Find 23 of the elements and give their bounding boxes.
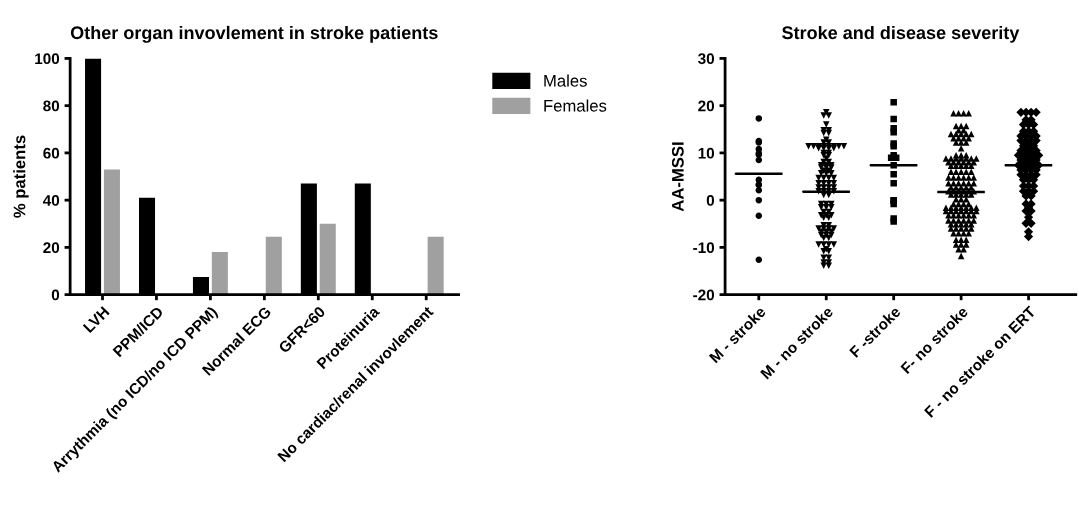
y-axis-title: % patients [13,135,29,218]
y-tick-label: -10 [693,242,715,254]
y-tick-label: 20 [698,100,715,112]
chart-title: Stroke and disease severity [782,25,1020,43]
y-tick-label: 10 [698,147,715,159]
legend-label: Females [544,99,607,112]
y-tick-label: 30 [698,53,715,65]
y-tick-label: 40 [42,195,60,206]
y-axis-title: AA-MSSI [671,142,684,212]
bar [427,236,444,295]
legend-label: Males [544,74,587,87]
y-tick-label: 0 [51,289,60,301]
y-tick-label: -20 [693,289,715,301]
y-tick-label: 60 [43,147,60,159]
bar [103,169,120,295]
y-tick-label: 100 [35,53,60,65]
bar [265,236,282,295]
y-tick-label: 80 [43,100,60,112]
y-tick-label: 20 [43,242,60,254]
bar [319,223,336,295]
y-tick-label: 0 [706,195,715,206]
chart-title: Other organ invovlement in stroke patients [70,25,438,43]
bar [211,252,228,295]
